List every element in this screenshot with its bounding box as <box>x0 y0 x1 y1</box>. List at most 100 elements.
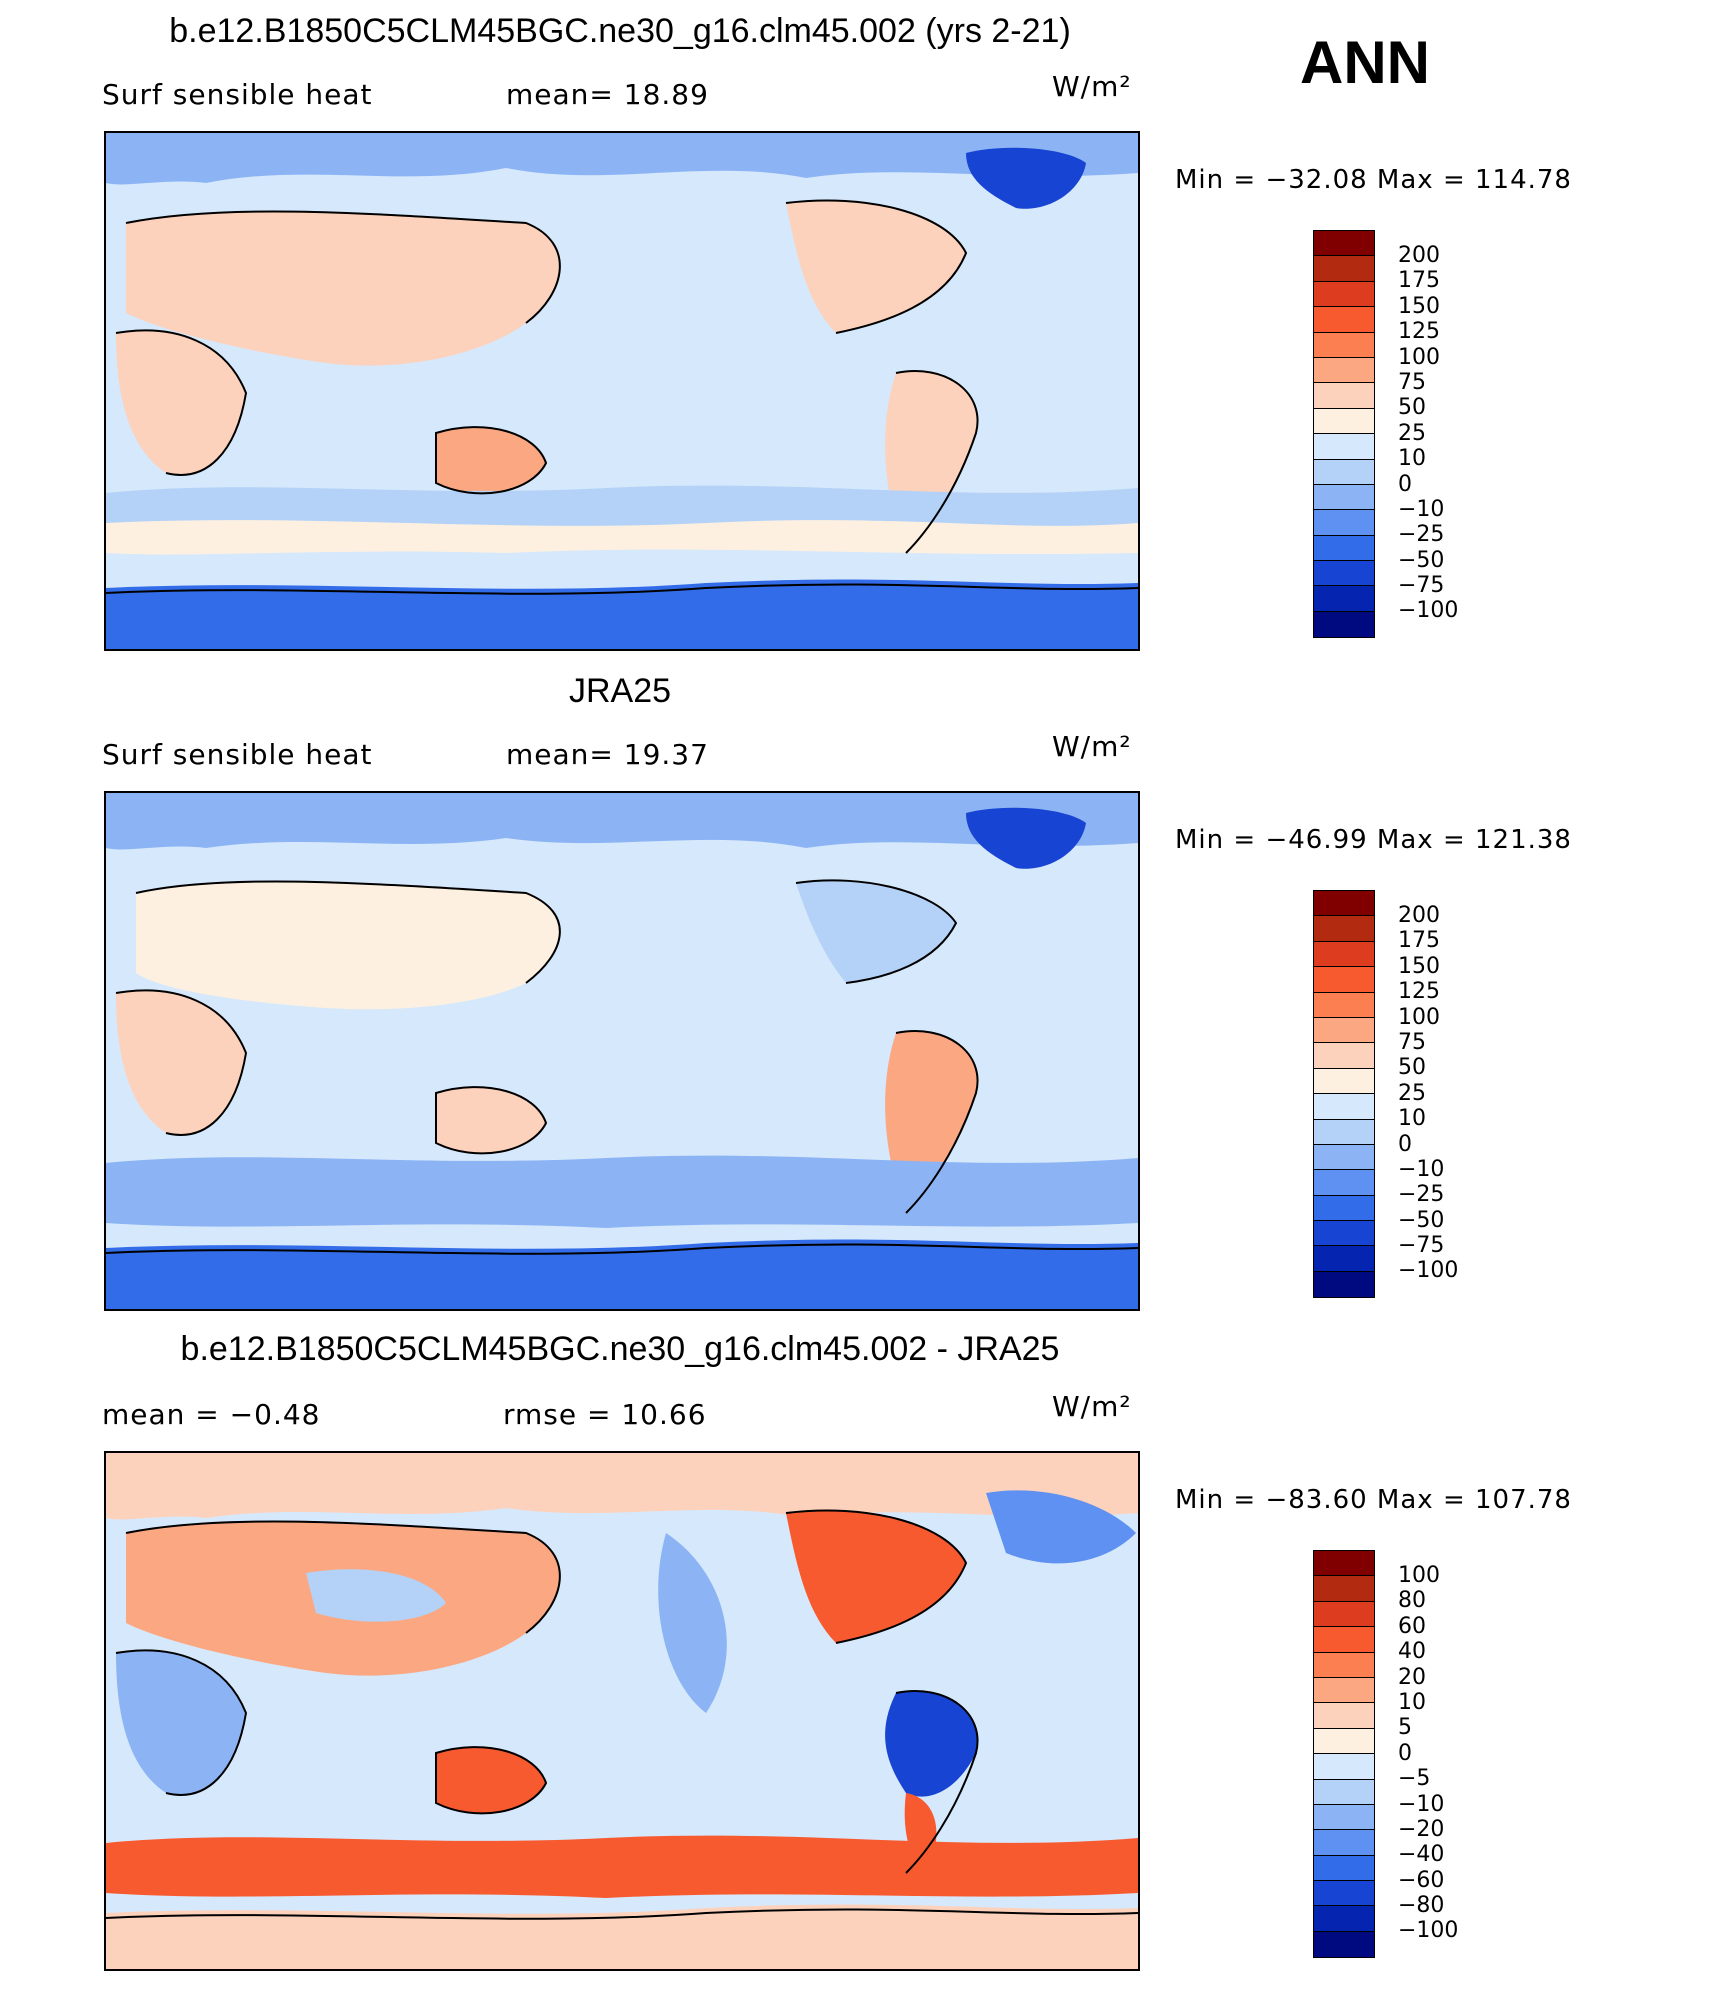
panel3-map <box>104 1451 1140 1971</box>
panel1-contour-plot <box>106 133 1138 649</box>
panel2-contour-plot <box>106 793 1138 1309</box>
colorbar-tick: 100 <box>1398 1563 1440 1588</box>
colorbar-tick: −50 <box>1398 547 1445 573</box>
colorbar-bin <box>1314 1043 1374 1069</box>
colorbar-bin <box>1314 561 1374 587</box>
colorbar-tick: −60 <box>1398 1867 1445 1893</box>
colorbar-bin <box>1314 1551 1374 1577</box>
colorbar-bin <box>1314 1931 1374 1958</box>
colorbar-bin <box>1314 357 1374 384</box>
colorbar-bin <box>1314 535 1374 562</box>
colorbar-bin <box>1314 281 1374 308</box>
colorbar-bin <box>1314 1728 1374 1755</box>
colorbar-tick: 150 <box>1398 293 1440 319</box>
colorbar-tick: 10 <box>1398 446 1426 472</box>
panel1-mean-label: mean= 18.89 <box>506 78 709 111</box>
colorbar-tick: −10 <box>1398 1156 1445 1182</box>
colorbar-tick: 175 <box>1398 268 1440 294</box>
panel2-mean-label: mean= 19.37 <box>506 738 709 771</box>
colorbar-tick: 60 <box>1398 1613 1426 1639</box>
panel2-colorbar-boxes <box>1313 890 1375 1299</box>
panel1-colorbar-ticks: 200 175 150 125 100 75 50 25 10 0 −10 −2… <box>1398 243 1478 624</box>
colorbar-bin <box>1314 916 1374 942</box>
colorbar-tick: 20 <box>1398 1664 1426 1690</box>
colorbar-bin <box>1314 1855 1374 1882</box>
colorbar-bin <box>1314 434 1374 460</box>
colorbar-tick: −20 <box>1398 1816 1445 1842</box>
panel1-title: b.e12.B1850C5CLM45BGC.ne30_g16.clm45.002… <box>169 12 1071 50</box>
colorbar-tick: 125 <box>1398 979 1440 1005</box>
colorbar-bin <box>1314 1754 1374 1780</box>
colorbar-bin <box>1314 1652 1374 1678</box>
colorbar-bin <box>1314 1195 1374 1222</box>
colorbar-bin <box>1314 256 1374 282</box>
colorbar-bin <box>1314 992 1374 1018</box>
colorbar-bin <box>1314 231 1374 257</box>
panel1-units-label: W/m² <box>1052 70 1132 103</box>
colorbar-tick: 100 <box>1398 344 1440 370</box>
colorbar-bin <box>1314 1703 1374 1729</box>
panel2-variable-label: Surf sensible heat <box>102 738 373 771</box>
colorbar-tick: 0 <box>1398 1131 1412 1157</box>
colorbar-tick: −5 <box>1398 1766 1431 1792</box>
colorbar-bin <box>1314 459 1374 485</box>
panel1-minmax: Min = −32.08 Max = 114.78 <box>1175 165 1572 195</box>
panel2-colorbar: 200 175 150 125 100 75 50 25 10 0 −10 −2… <box>1313 890 1458 1299</box>
colorbar-bin <box>1314 1017 1374 1044</box>
panel1-colorbar: 200 175 150 125 100 75 50 25 10 0 −10 −2… <box>1313 230 1458 639</box>
panel2-colorbar-ticks: 200 175 150 125 100 75 50 25 10 0 −10 −2… <box>1398 903 1478 1284</box>
panel3-colorbar: 100 80 60 40 20 10 5 0 −5 −10 −20 −40 −6… <box>1313 1550 1458 1959</box>
colorbar-bin <box>1314 1271 1374 1298</box>
panel1-colorbar-boxes <box>1313 230 1375 639</box>
colorbar-bin <box>1314 1627 1374 1653</box>
colorbar-tick: 75 <box>1398 1029 1426 1055</box>
colorbar-bin <box>1314 891 1374 917</box>
colorbar-bin <box>1314 383 1374 409</box>
colorbar-bin <box>1314 967 1374 993</box>
colorbar-bin <box>1314 1576 1374 1602</box>
colorbar-tick: −100 <box>1398 1258 1459 1284</box>
colorbar-tick: 150 <box>1398 953 1440 979</box>
panel3-rmse-label: rmse = 10.66 <box>503 1398 707 1431</box>
colorbar-bin <box>1314 1119 1374 1145</box>
colorbar-tick: 25 <box>1398 1080 1426 1106</box>
colorbar-tick: 50 <box>1398 1055 1426 1081</box>
panel2-title: JRA25 <box>568 672 672 710</box>
colorbar-bin <box>1314 941 1374 968</box>
colorbar-tick: 25 <box>1398 420 1426 446</box>
panel2-minmax: Min = −46.99 Max = 121.38 <box>1175 825 1572 855</box>
colorbar-bin <box>1314 1601 1374 1628</box>
colorbar-bin <box>1314 1170 1374 1196</box>
colorbar-tick: 80 <box>1398 1588 1426 1614</box>
colorbar-tick: 200 <box>1398 903 1440 928</box>
colorbar-bin <box>1314 1779 1374 1805</box>
colorbar-bin <box>1314 1221 1374 1247</box>
colorbar-bin <box>1314 484 1374 511</box>
colorbar-tick: 40 <box>1398 1639 1426 1665</box>
colorbar-tick: −10 <box>1398 1791 1445 1817</box>
colorbar-bin <box>1314 1906 1374 1932</box>
colorbar-bin <box>1314 1094 1374 1120</box>
colorbar-bin <box>1314 1068 1374 1095</box>
colorbar-tick: −75 <box>1398 1233 1445 1259</box>
colorbar-bin <box>1314 1804 1374 1831</box>
colorbar-tick: 175 <box>1398 928 1440 954</box>
colorbar-tick: −25 <box>1398 522 1445 548</box>
colorbar-tick: −50 <box>1398 1207 1445 1233</box>
panel3-units-label: W/m² <box>1052 1390 1132 1423</box>
colorbar-bin <box>1314 1144 1374 1171</box>
panel3-minmax: Min = −83.60 Max = 107.78 <box>1175 1485 1572 1515</box>
panel3-title: b.e12.B1850C5CLM45BGC.ne30_g16.clm45.002… <box>180 1330 1060 1368</box>
colorbar-tick: −100 <box>1398 598 1459 624</box>
colorbar-tick: 10 <box>1398 1106 1426 1132</box>
colorbar-bin <box>1314 1830 1374 1856</box>
colorbar-tick: 10 <box>1398 1689 1426 1715</box>
panel3-mean-label: mean = −0.48 <box>102 1398 321 1431</box>
season-label: ANN <box>1300 29 1430 96</box>
colorbar-tick: 125 <box>1398 319 1440 345</box>
colorbar-tick: 50 <box>1398 395 1426 421</box>
panel3-contour-plot <box>106 1453 1138 1969</box>
colorbar-tick: −75 <box>1398 573 1445 599</box>
colorbar-bin <box>1314 1881 1374 1907</box>
colorbar-bin <box>1314 510 1374 536</box>
